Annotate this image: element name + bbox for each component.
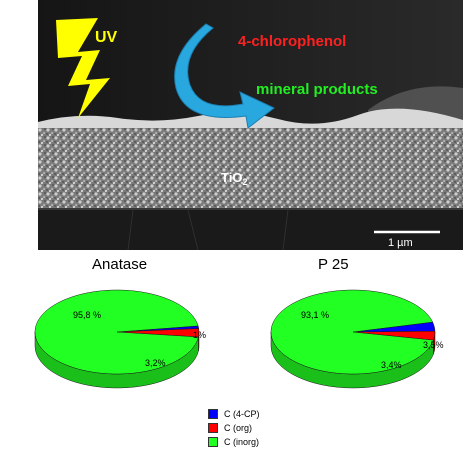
legend-item-inorg: C (inorg) <box>208 436 259 448</box>
pie-title-anatase: Anatase <box>92 256 148 273</box>
pie-title-p25: P 25 <box>318 256 349 273</box>
pie-anatase-label-0: 95,8 % <box>73 310 101 320</box>
pie-anatase-label-1: 3,2% <box>145 358 166 368</box>
legend-swatch-inorg <box>208 437 218 447</box>
legend: C (4-CP) C (org) C (inorg) <box>208 408 328 458</box>
reaction-arrow-icon <box>174 23 275 129</box>
legend-swatch-4cp <box>208 409 218 419</box>
pie-charts: 95,8 % 3,2% 1% 93,1 % 3,4% 3,5% <box>34 289 444 389</box>
scale-bar-label: 1 µm <box>388 237 413 249</box>
pie-p25-label-2: 3,5% <box>423 340 444 350</box>
sem-micrograph: UV 4-chlorophenol mineral products TiO2 … <box>38 0 463 250</box>
legend-label-inorg: C (inorg) <box>224 437 260 447</box>
tio2-film-layer <box>38 128 463 208</box>
tio2-label-main: TiO <box>221 170 242 185</box>
substrate <box>38 208 463 250</box>
pie-p25-label-0: 93,1 % <box>301 310 329 320</box>
legend-label-4cp: C (4-CP) <box>224 409 260 419</box>
uv-label: UV <box>95 29 118 46</box>
legend-item-org: C (org) <box>208 422 252 434</box>
uv-lightning-icon <box>56 18 110 118</box>
legend-item-4cp: C (4-CP) <box>208 408 260 420</box>
pie-anatase-label-2: 1% <box>193 330 206 340</box>
tio2-label: TiO2 <box>221 170 247 187</box>
reactant-label: 4-chlorophenol <box>238 33 346 50</box>
pie-p25-label-1: 3,4% <box>381 360 402 370</box>
legend-swatch-org <box>208 423 218 433</box>
product-label: mineral products <box>256 81 378 98</box>
legend-label-org: C (org) <box>224 423 253 433</box>
tio2-label-sub: 2 <box>242 177 247 187</box>
pie-p25-slice-0 <box>270 289 434 375</box>
pie-anatase-slice-0 <box>34 289 199 375</box>
